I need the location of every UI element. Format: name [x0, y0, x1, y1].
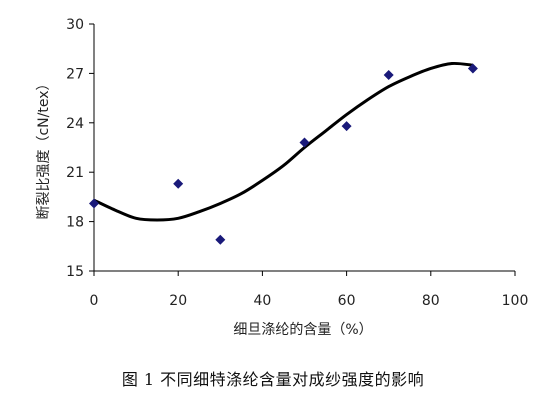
chart: 0 20 40 60 80 100 15 18 21 24 27 30 细旦涤纶的含量（%） 断裂比…: [36, 17, 529, 338]
x-tick-label: 0: [90, 293, 99, 309]
data-point: [215, 234, 226, 245]
data-point: [341, 121, 352, 132]
y-axis-ticks: 15 18 21 24 27 30: [66, 17, 94, 280]
x-tick-label: 80: [422, 293, 440, 309]
y-tick-label: 27: [66, 66, 84, 82]
x-tick-label: 100: [502, 293, 529, 309]
x-tick-label: 40: [253, 293, 271, 309]
y-tick-label: 30: [66, 17, 84, 33]
data-point: [89, 198, 99, 209]
series-layer: [89, 61, 478, 245]
x-axis-ticks: 0 20 40 60 80 100: [90, 271, 529, 309]
x-tick-label: 20: [169, 293, 187, 309]
x-axis-label: 细旦涤纶的含量（%）: [233, 322, 372, 338]
data-point: [173, 178, 184, 189]
data-point: [467, 63, 478, 74]
trend-line: [93, 61, 474, 222]
data-point: [383, 70, 394, 81]
y-tick-label: 21: [66, 165, 84, 181]
y-tick-label: 18: [66, 215, 84, 231]
data-point: [299, 137, 310, 148]
plot-area: [93, 24, 515, 272]
y-tick-label: 15: [66, 264, 84, 280]
figure-caption: 图 1 不同细特涤纶含量对成纱强度的影响: [121, 370, 425, 389]
y-axis-label: 断裂比强度（cN/tex）: [36, 76, 52, 219]
x-tick-label: 60: [338, 293, 356, 309]
y-tick-label: 24: [66, 116, 84, 132]
